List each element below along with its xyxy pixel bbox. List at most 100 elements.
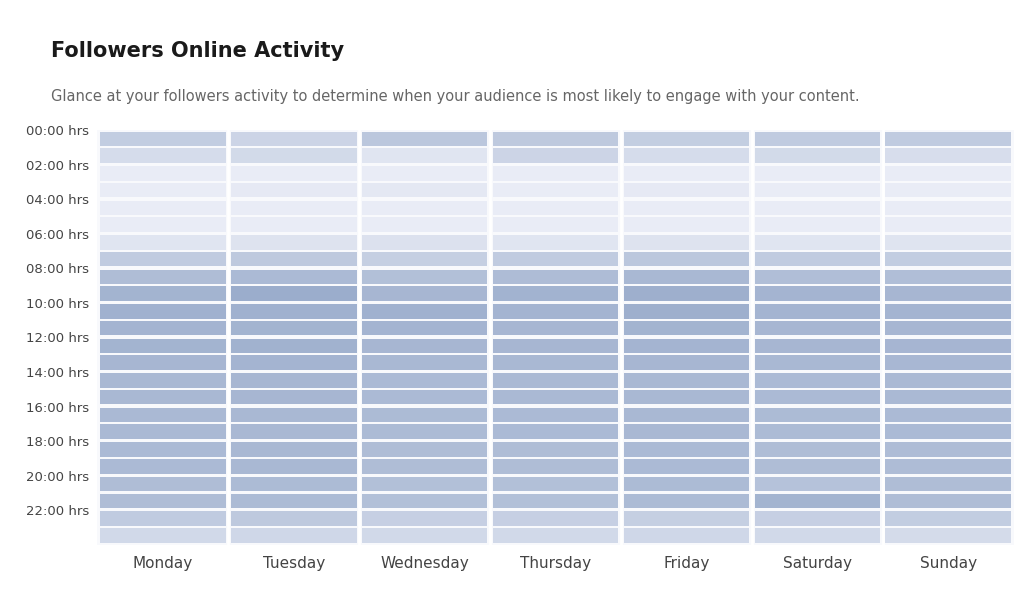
Bar (624, 339, 750, 353)
Bar (493, 252, 618, 266)
Bar (755, 339, 881, 353)
Bar (100, 528, 225, 542)
Bar (493, 355, 618, 370)
Bar (230, 374, 356, 388)
Bar (755, 511, 881, 526)
Bar (624, 511, 750, 526)
Bar (100, 304, 225, 318)
Bar (230, 217, 356, 232)
Bar (886, 183, 1011, 197)
Bar (624, 217, 750, 232)
Bar (493, 235, 618, 250)
Bar (361, 270, 487, 284)
Bar (230, 304, 356, 318)
Bar (100, 494, 225, 508)
Bar (100, 511, 225, 526)
Bar (361, 183, 487, 197)
Bar (361, 408, 487, 422)
Bar (624, 321, 750, 335)
Bar (624, 304, 750, 318)
Bar (361, 424, 487, 439)
Bar (493, 183, 618, 197)
Bar (755, 459, 881, 474)
Bar (100, 287, 225, 301)
Bar (755, 270, 881, 284)
Bar (624, 183, 750, 197)
Bar (755, 287, 881, 301)
Bar (886, 217, 1011, 232)
Bar (100, 183, 225, 197)
Bar (230, 148, 356, 163)
Bar (230, 201, 356, 215)
Bar (230, 424, 356, 439)
Bar (886, 511, 1011, 526)
Bar (230, 390, 356, 404)
Bar (886, 390, 1011, 404)
Bar (493, 459, 618, 474)
Bar (230, 339, 356, 353)
Bar (886, 408, 1011, 422)
Bar (886, 252, 1011, 266)
Bar (361, 339, 487, 353)
Bar (755, 166, 881, 181)
Bar (230, 235, 356, 250)
Bar (624, 528, 750, 542)
Bar (230, 252, 356, 266)
Bar (361, 528, 487, 542)
Bar (886, 321, 1011, 335)
Bar (100, 148, 225, 163)
Bar (493, 408, 618, 422)
Bar (886, 339, 1011, 353)
Bar (100, 424, 225, 439)
Bar (755, 528, 881, 542)
Bar (755, 494, 881, 508)
Bar (624, 424, 750, 439)
Text: Glance at your followers activity to determine when your audience is most likely: Glance at your followers activity to det… (51, 89, 860, 104)
Bar (624, 477, 750, 491)
Bar (886, 270, 1011, 284)
Text: Followers Online Activity: Followers Online Activity (51, 41, 344, 62)
Bar (230, 408, 356, 422)
Bar (755, 252, 881, 266)
Bar (493, 131, 618, 146)
Bar (361, 355, 487, 370)
Bar (230, 131, 356, 146)
Bar (755, 217, 881, 232)
Bar (886, 304, 1011, 318)
Bar (230, 287, 356, 301)
Bar (624, 390, 750, 404)
Bar (624, 442, 750, 457)
Bar (886, 374, 1011, 388)
Bar (624, 201, 750, 215)
Bar (493, 442, 618, 457)
Bar (886, 424, 1011, 439)
Bar (100, 166, 225, 181)
Bar (624, 252, 750, 266)
Bar (755, 477, 881, 491)
Bar (493, 511, 618, 526)
Bar (755, 424, 881, 439)
Bar (100, 270, 225, 284)
Bar (361, 390, 487, 404)
Bar (624, 166, 750, 181)
Bar (493, 148, 618, 163)
Bar (100, 252, 225, 266)
Bar (624, 494, 750, 508)
Bar (886, 287, 1011, 301)
Bar (493, 477, 618, 491)
Bar (361, 442, 487, 457)
Bar (886, 235, 1011, 250)
Bar (624, 374, 750, 388)
Bar (755, 321, 881, 335)
Bar (493, 287, 618, 301)
Bar (493, 166, 618, 181)
Bar (755, 355, 881, 370)
Bar (230, 442, 356, 457)
Bar (230, 494, 356, 508)
Bar (361, 166, 487, 181)
Bar (100, 355, 225, 370)
Bar (755, 131, 881, 146)
Bar (361, 287, 487, 301)
Bar (886, 148, 1011, 163)
Bar (886, 166, 1011, 181)
